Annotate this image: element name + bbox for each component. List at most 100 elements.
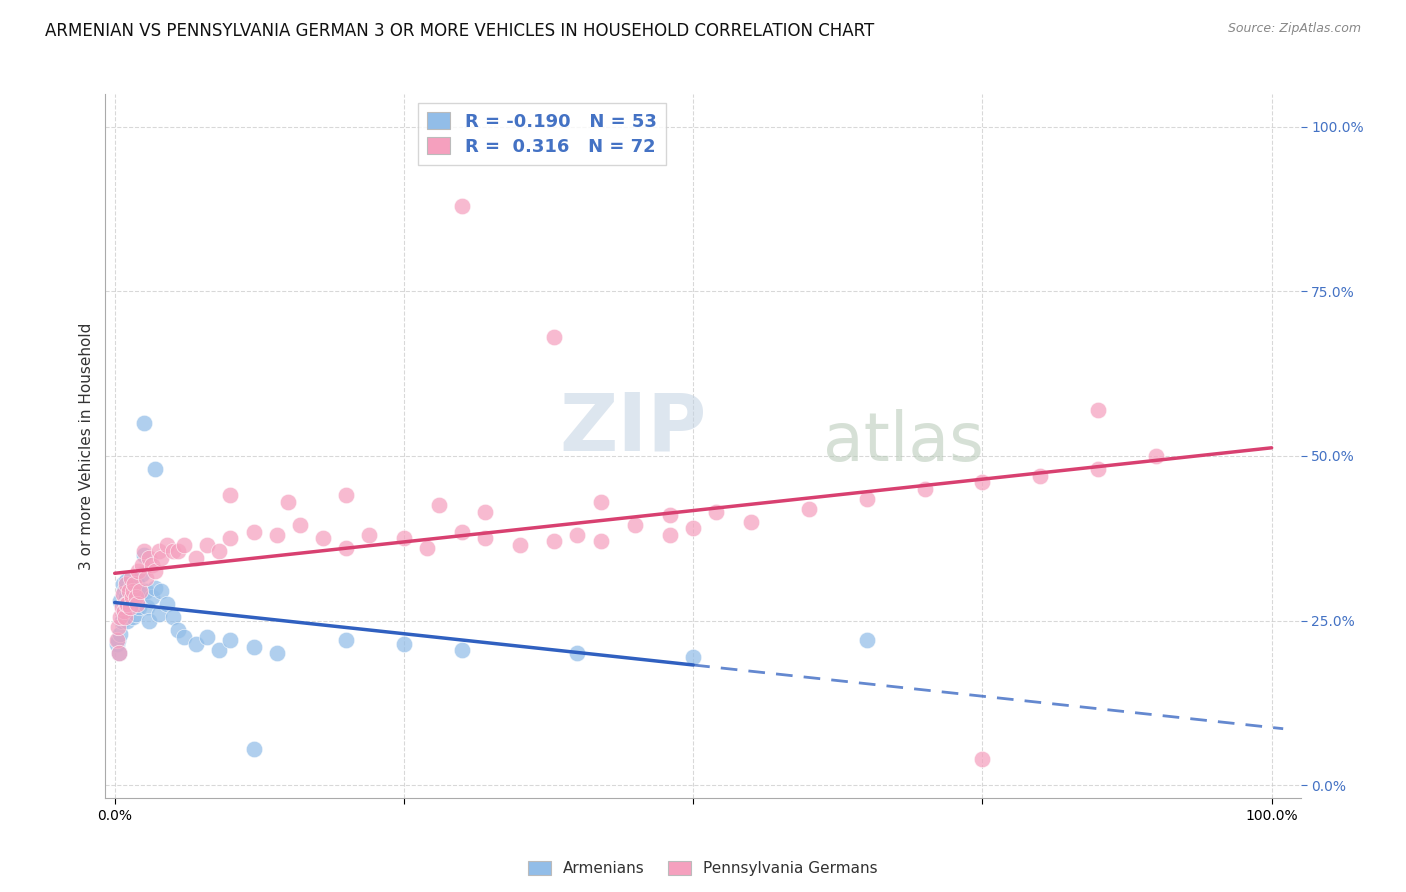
Point: [118, 581, 141, 595]
Point: [132, 544, 155, 558]
Point: [288, 518, 311, 533]
Point: [219, 633, 242, 648]
Point: [115, 574, 138, 588]
Point: [855, 633, 877, 648]
Point: [335, 488, 357, 502]
Point: [1029, 468, 1052, 483]
Point: [359, 528, 381, 542]
Point: [138, 551, 160, 566]
Point: [127, 564, 149, 578]
Point: [392, 636, 415, 650]
Point: [143, 564, 166, 578]
Legend: Armenians, Pennsylvania Germans: Armenians, Pennsylvania Germans: [522, 855, 884, 882]
Point: [108, 647, 131, 661]
Point: [1087, 462, 1109, 476]
Point: [740, 515, 762, 529]
Point: [589, 534, 612, 549]
Point: [122, 583, 145, 598]
Point: [682, 521, 704, 535]
Point: [162, 610, 184, 624]
Point: [108, 647, 131, 661]
Point: [162, 544, 184, 558]
Point: [124, 591, 146, 605]
Point: [132, 548, 155, 562]
Point: [1087, 402, 1109, 417]
Point: [392, 531, 415, 545]
Point: [105, 633, 128, 648]
Point: [173, 630, 195, 644]
Point: [543, 534, 565, 549]
Point: [219, 531, 242, 545]
Point: [242, 640, 264, 654]
Point: [112, 604, 135, 618]
Point: [972, 475, 994, 490]
Point: [335, 541, 357, 555]
Point: [266, 647, 288, 661]
Point: [797, 501, 820, 516]
Point: [136, 600, 159, 615]
Point: [474, 531, 496, 545]
Point: [120, 571, 142, 585]
Point: [659, 528, 682, 542]
Point: [114, 594, 136, 608]
Point: [117, 597, 139, 611]
Point: [184, 551, 207, 566]
Point: [127, 591, 149, 605]
Point: [427, 498, 450, 512]
Point: [416, 541, 439, 555]
Point: [129, 583, 152, 598]
Point: [972, 752, 994, 766]
Point: [312, 531, 335, 545]
Point: [914, 482, 936, 496]
Point: [121, 591, 143, 605]
Point: [131, 567, 153, 582]
Point: [195, 538, 218, 552]
Text: atlas: atlas: [823, 409, 983, 475]
Point: [132, 416, 155, 430]
Point: [143, 462, 166, 476]
Point: [567, 528, 589, 542]
Point: [122, 610, 145, 624]
Point: [1144, 449, 1167, 463]
Point: [242, 524, 264, 539]
Point: [173, 538, 195, 552]
Point: [112, 597, 135, 611]
Point: [115, 591, 138, 605]
Point: [167, 544, 190, 558]
Point: [335, 633, 357, 648]
Point: [110, 626, 132, 640]
Text: Source: ZipAtlas.com: Source: ZipAtlas.com: [1227, 22, 1361, 36]
Point: [143, 581, 166, 595]
Point: [121, 587, 143, 601]
Point: [125, 577, 148, 591]
Point: [129, 587, 152, 601]
Point: [112, 583, 135, 598]
Point: [659, 508, 682, 523]
Point: [120, 591, 142, 605]
Point: [167, 624, 190, 638]
Point: [855, 491, 877, 506]
Point: [682, 649, 704, 664]
Point: [111, 604, 134, 618]
Point: [110, 594, 132, 608]
Point: [543, 330, 565, 344]
Point: [624, 518, 647, 533]
Point: [208, 643, 231, 657]
Point: [135, 583, 157, 598]
Point: [509, 538, 531, 552]
Point: [124, 577, 146, 591]
Point: [148, 607, 170, 621]
Point: [115, 597, 138, 611]
Point: [149, 583, 172, 598]
Point: [110, 610, 132, 624]
Point: [111, 614, 134, 628]
Point: [105, 636, 128, 650]
Point: [277, 495, 299, 509]
Point: [128, 600, 150, 615]
Point: [184, 636, 207, 650]
Point: [704, 505, 727, 519]
Point: [107, 620, 129, 634]
Point: [450, 643, 472, 657]
Point: [124, 600, 146, 615]
Point: [138, 614, 160, 628]
